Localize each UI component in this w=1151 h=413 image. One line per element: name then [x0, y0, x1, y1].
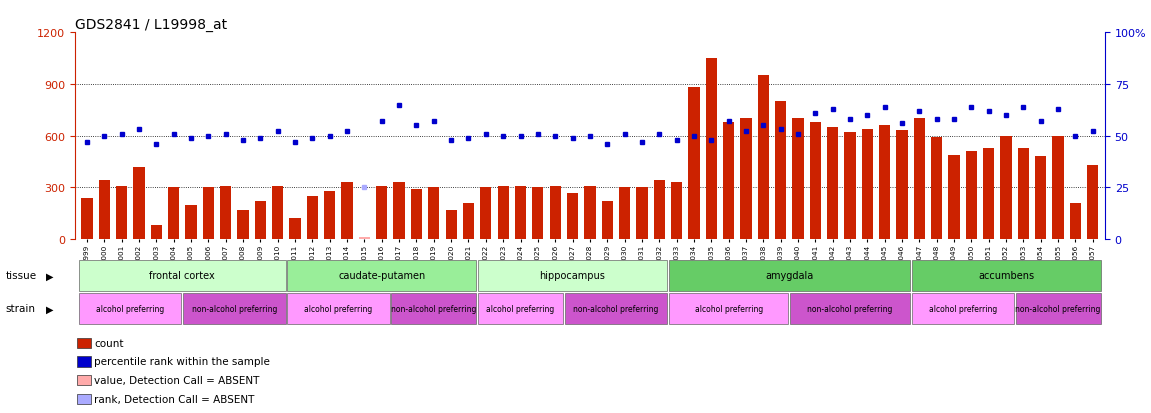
Bar	[497, 186, 509, 240]
Bar	[376, 186, 388, 240]
Bar	[549, 186, 561, 240]
Bar	[463, 204, 474, 240]
Bar	[342, 183, 352, 240]
Bar	[411, 190, 422, 240]
Bar	[428, 188, 440, 240]
Bar	[602, 202, 612, 240]
Bar	[931, 138, 943, 240]
Bar	[1035, 157, 1046, 240]
Text: non-alcohol preferring: non-alcohol preferring	[391, 304, 477, 313]
Bar	[1017, 148, 1029, 240]
Text: non-alcohol preferring: non-alcohol preferring	[807, 304, 893, 313]
Bar	[1069, 204, 1081, 240]
Bar	[845, 133, 855, 240]
Text: caudate-putamen: caudate-putamen	[338, 271, 426, 281]
Text: non-alcohol preferring: non-alcohol preferring	[573, 304, 658, 313]
Bar	[359, 237, 371, 240]
Text: count: count	[94, 338, 124, 348]
Bar	[775, 102, 786, 240]
Bar	[585, 186, 595, 240]
Bar	[948, 155, 960, 240]
Bar	[220, 186, 231, 240]
Bar	[1088, 166, 1098, 240]
Bar	[688, 88, 700, 240]
Bar	[203, 188, 214, 240]
Bar	[82, 198, 92, 240]
Bar	[879, 126, 891, 240]
Bar	[394, 183, 405, 240]
Bar	[116, 186, 128, 240]
Bar	[532, 188, 543, 240]
Text: ▶: ▶	[46, 304, 54, 314]
Bar	[307, 197, 318, 240]
Bar	[567, 193, 578, 240]
Bar	[1052, 136, 1064, 240]
Text: non-alcohol preferring: non-alcohol preferring	[1015, 304, 1100, 313]
Bar	[914, 119, 925, 240]
Bar	[237, 210, 249, 240]
Bar	[1000, 136, 1012, 240]
Text: rank, Detection Call = ABSENT: rank, Detection Call = ABSENT	[94, 394, 254, 404]
Text: amygdala: amygdala	[765, 271, 814, 281]
Bar	[272, 186, 283, 240]
Bar	[619, 188, 631, 240]
Text: alcohol preferring: alcohol preferring	[487, 304, 555, 313]
Text: non-alcohol preferring: non-alcohol preferring	[192, 304, 277, 313]
Bar	[897, 131, 908, 240]
Bar	[654, 181, 665, 240]
Bar	[134, 167, 145, 240]
Bar	[792, 119, 803, 240]
Bar	[809, 123, 821, 240]
Bar	[723, 123, 734, 240]
Text: ▶: ▶	[46, 271, 54, 281]
Bar	[862, 129, 872, 240]
Text: alcohol preferring: alcohol preferring	[929, 304, 997, 313]
Text: alcohol preferring: alcohol preferring	[694, 304, 763, 313]
Text: percentile rank within the sample: percentile rank within the sample	[94, 356, 270, 366]
Bar	[706, 59, 717, 240]
Text: hippocampus: hippocampus	[540, 271, 605, 281]
Bar	[671, 183, 683, 240]
Text: frontal cortex: frontal cortex	[150, 271, 215, 281]
Text: value, Detection Call = ABSENT: value, Detection Call = ABSENT	[94, 375, 260, 385]
Bar	[289, 219, 300, 240]
Bar	[740, 119, 752, 240]
Bar	[828, 128, 838, 240]
Bar	[445, 210, 457, 240]
Bar	[514, 186, 526, 240]
Text: tissue: tissue	[6, 271, 37, 281]
Bar	[151, 226, 162, 240]
Bar	[757, 76, 769, 240]
Bar	[966, 152, 977, 240]
Bar	[480, 188, 491, 240]
Bar	[983, 148, 994, 240]
Bar	[168, 188, 180, 240]
Bar	[99, 181, 110, 240]
Text: alcohol preferring: alcohol preferring	[97, 304, 165, 313]
Text: GDS2841 / L19998_at: GDS2841 / L19998_at	[75, 18, 227, 32]
Text: accumbens: accumbens	[978, 271, 1034, 281]
Text: alcohol preferring: alcohol preferring	[304, 304, 373, 313]
Bar	[637, 188, 648, 240]
Text: strain: strain	[6, 304, 36, 314]
Bar	[185, 205, 197, 240]
Bar	[325, 191, 335, 240]
Bar	[254, 202, 266, 240]
